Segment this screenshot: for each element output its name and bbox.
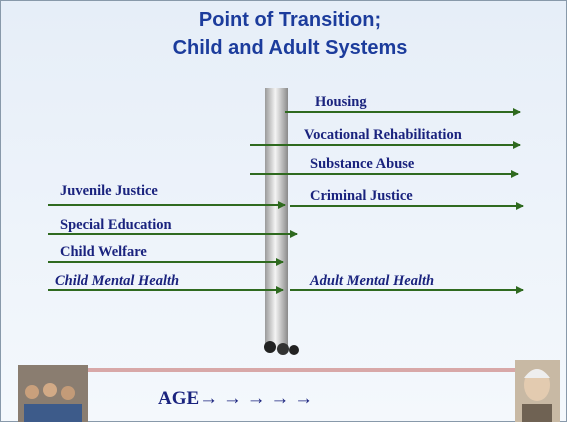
title-line: Child and Adult Systems <box>173 37 408 59</box>
adult-system: Housing <box>315 94 367 110</box>
children-photo <box>18 365 88 422</box>
adult-photo <box>515 360 560 422</box>
adult-system: Adult Mental Health <box>309 273 434 289</box>
title-line: Point of Transition; <box>199 9 381 31</box>
adult-system: Criminal Justice <box>310 188 413 204</box>
adult-system: Vocational Rehabilitation <box>304 127 462 143</box>
age-icon <box>264 341 299 355</box>
transition-pillar <box>265 88 288 350</box>
child-system: Special Education <box>60 217 172 233</box>
adult-system: Substance Abuse <box>310 156 415 172</box>
child-system: Juvenile Justice <box>60 183 158 199</box>
child-system: Child Mental Health <box>55 273 179 289</box>
child-system: Child Welfare <box>60 244 147 260</box>
age-label: AGE→ → → → → <box>158 388 313 409</box>
